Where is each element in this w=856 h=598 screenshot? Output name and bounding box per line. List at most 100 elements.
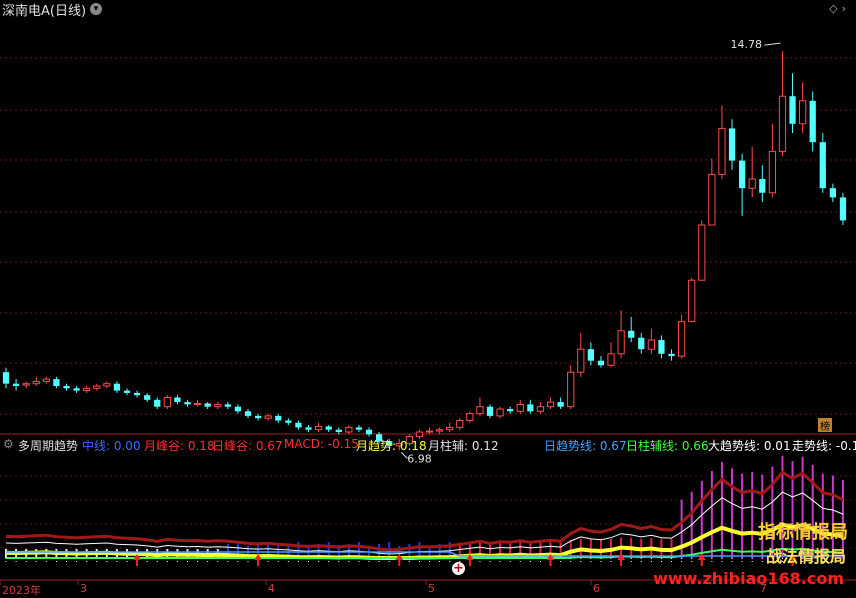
candle-body <box>22 383 30 386</box>
settings-icon[interactable]: ⚙ <box>3 437 14 451</box>
chevron-right-icon[interactable]: › <box>841 2 850 15</box>
rank-badge[interactable]: 榜 <box>818 418 832 433</box>
candle-body <box>375 434 383 442</box>
high-price-label: 14.78 <box>730 38 762 51</box>
candle-body <box>617 330 625 355</box>
low-arrow <box>400 452 408 459</box>
candle-body <box>295 422 302 428</box>
candle-body <box>123 390 131 393</box>
candle-body <box>12 383 20 386</box>
candle-body <box>658 340 665 354</box>
indicator-name: 多周期趋势 <box>18 439 79 453</box>
candle-body <box>628 330 635 338</box>
trend-line-white <box>5 491 844 555</box>
candle-body <box>688 279 696 323</box>
candle-body <box>325 426 332 430</box>
candle-body <box>507 409 514 412</box>
candle-body <box>83 387 91 392</box>
candle-body <box>577 348 585 373</box>
candle-body <box>638 337 645 350</box>
candle-body <box>698 224 706 281</box>
x-axis-label: 2023年 <box>2 584 41 597</box>
trend-line-yellow <box>5 522 844 560</box>
indicator-item: 中线: 0.00 <box>82 439 141 453</box>
candle-body <box>386 441 393 446</box>
add-indicator-icon[interactable]: + <box>452 561 465 576</box>
candle-body <box>527 404 534 412</box>
candle-body <box>224 404 231 407</box>
signal-arrow <box>788 554 797 560</box>
candle-body <box>809 100 816 143</box>
candle-body <box>557 402 564 407</box>
candle-body <box>829 188 837 198</box>
candle-body <box>738 160 746 189</box>
candle-body <box>415 431 424 438</box>
candle-body <box>355 427 363 430</box>
signal-arrow <box>546 554 555 560</box>
indicator-item: 月趋势: 0.18 <box>356 439 427 453</box>
candle-body <box>244 411 252 416</box>
trend-line-blue <box>6 551 843 557</box>
indicator-item: 大趋势线: 0.01 <box>708 439 791 453</box>
stock-title: 深南电A(日线) <box>2 3 87 19</box>
candle-body <box>264 415 272 419</box>
signal-arrow <box>133 554 142 560</box>
indicator-item: 月峰谷: 0.18 <box>144 439 215 453</box>
candle-body <box>425 430 434 433</box>
candle-body <box>73 388 80 391</box>
chart-title: 深南电A(日线) ▾ <box>2 0 103 19</box>
candle-body <box>607 353 615 366</box>
signal-arrow <box>617 554 626 560</box>
candle-body <box>587 349 594 361</box>
candle-body <box>405 436 413 445</box>
candle-body <box>154 399 161 407</box>
diamond-icon[interactable]: ◇ <box>829 2 842 15</box>
indicator-item: 月柱辅: 0.12 <box>428 439 499 453</box>
candle-body <box>718 127 726 175</box>
candle-body <box>446 426 454 431</box>
candle-body <box>567 371 575 408</box>
candle-body <box>456 420 464 428</box>
signal-arrow <box>254 554 263 560</box>
candle-body <box>305 427 312 430</box>
candle-body <box>32 380 40 385</box>
trend-line-green <box>6 547 844 559</box>
watermark-1: 指标情报局 <box>758 522 848 543</box>
candle-body <box>496 408 504 417</box>
candle-body <box>335 429 342 432</box>
top-right-icons[interactable]: ◇› <box>829 2 850 15</box>
indicator-item: 日柱辅线: 0.66 <box>626 439 709 453</box>
candle-body <box>133 392 141 396</box>
indicator-item: 日趋势线: 0.67 <box>544 439 627 453</box>
indicator-item: 走势线: -0.1 <box>792 439 856 453</box>
candle-body <box>93 385 101 389</box>
candle-body <box>647 339 655 350</box>
candle-body <box>365 429 373 435</box>
chevron-down-icon[interactable]: ▾ <box>90 3 103 15</box>
candle-body <box>193 402 202 405</box>
candle-body <box>476 406 484 415</box>
signal-arrow <box>395 554 404 560</box>
indicator-item: MACD: -0.15 <box>284 437 359 451</box>
candle-body <box>466 413 474 422</box>
candle-body <box>42 378 50 382</box>
candle-body <box>113 383 121 391</box>
candle-body <box>668 353 675 357</box>
candle-body <box>435 429 444 432</box>
candle-body <box>536 406 545 412</box>
candle-body <box>275 415 282 421</box>
x-axis-label: 5 <box>428 582 435 595</box>
candle-body <box>204 403 211 407</box>
candle-body <box>2 372 10 384</box>
signal-arrow <box>465 554 474 560</box>
x-axis-label: 4 <box>268 582 275 595</box>
trend-line-dark-red <box>5 470 844 552</box>
candle-body <box>748 178 756 189</box>
candle-body <box>395 443 403 447</box>
candle-body <box>285 420 292 423</box>
x-axis-label: 7 <box>760 582 767 595</box>
candle-body <box>345 426 353 433</box>
low-price-label: 6.98 <box>407 452 432 465</box>
watermark-url: www.zhibiao168.com <box>653 569 844 588</box>
